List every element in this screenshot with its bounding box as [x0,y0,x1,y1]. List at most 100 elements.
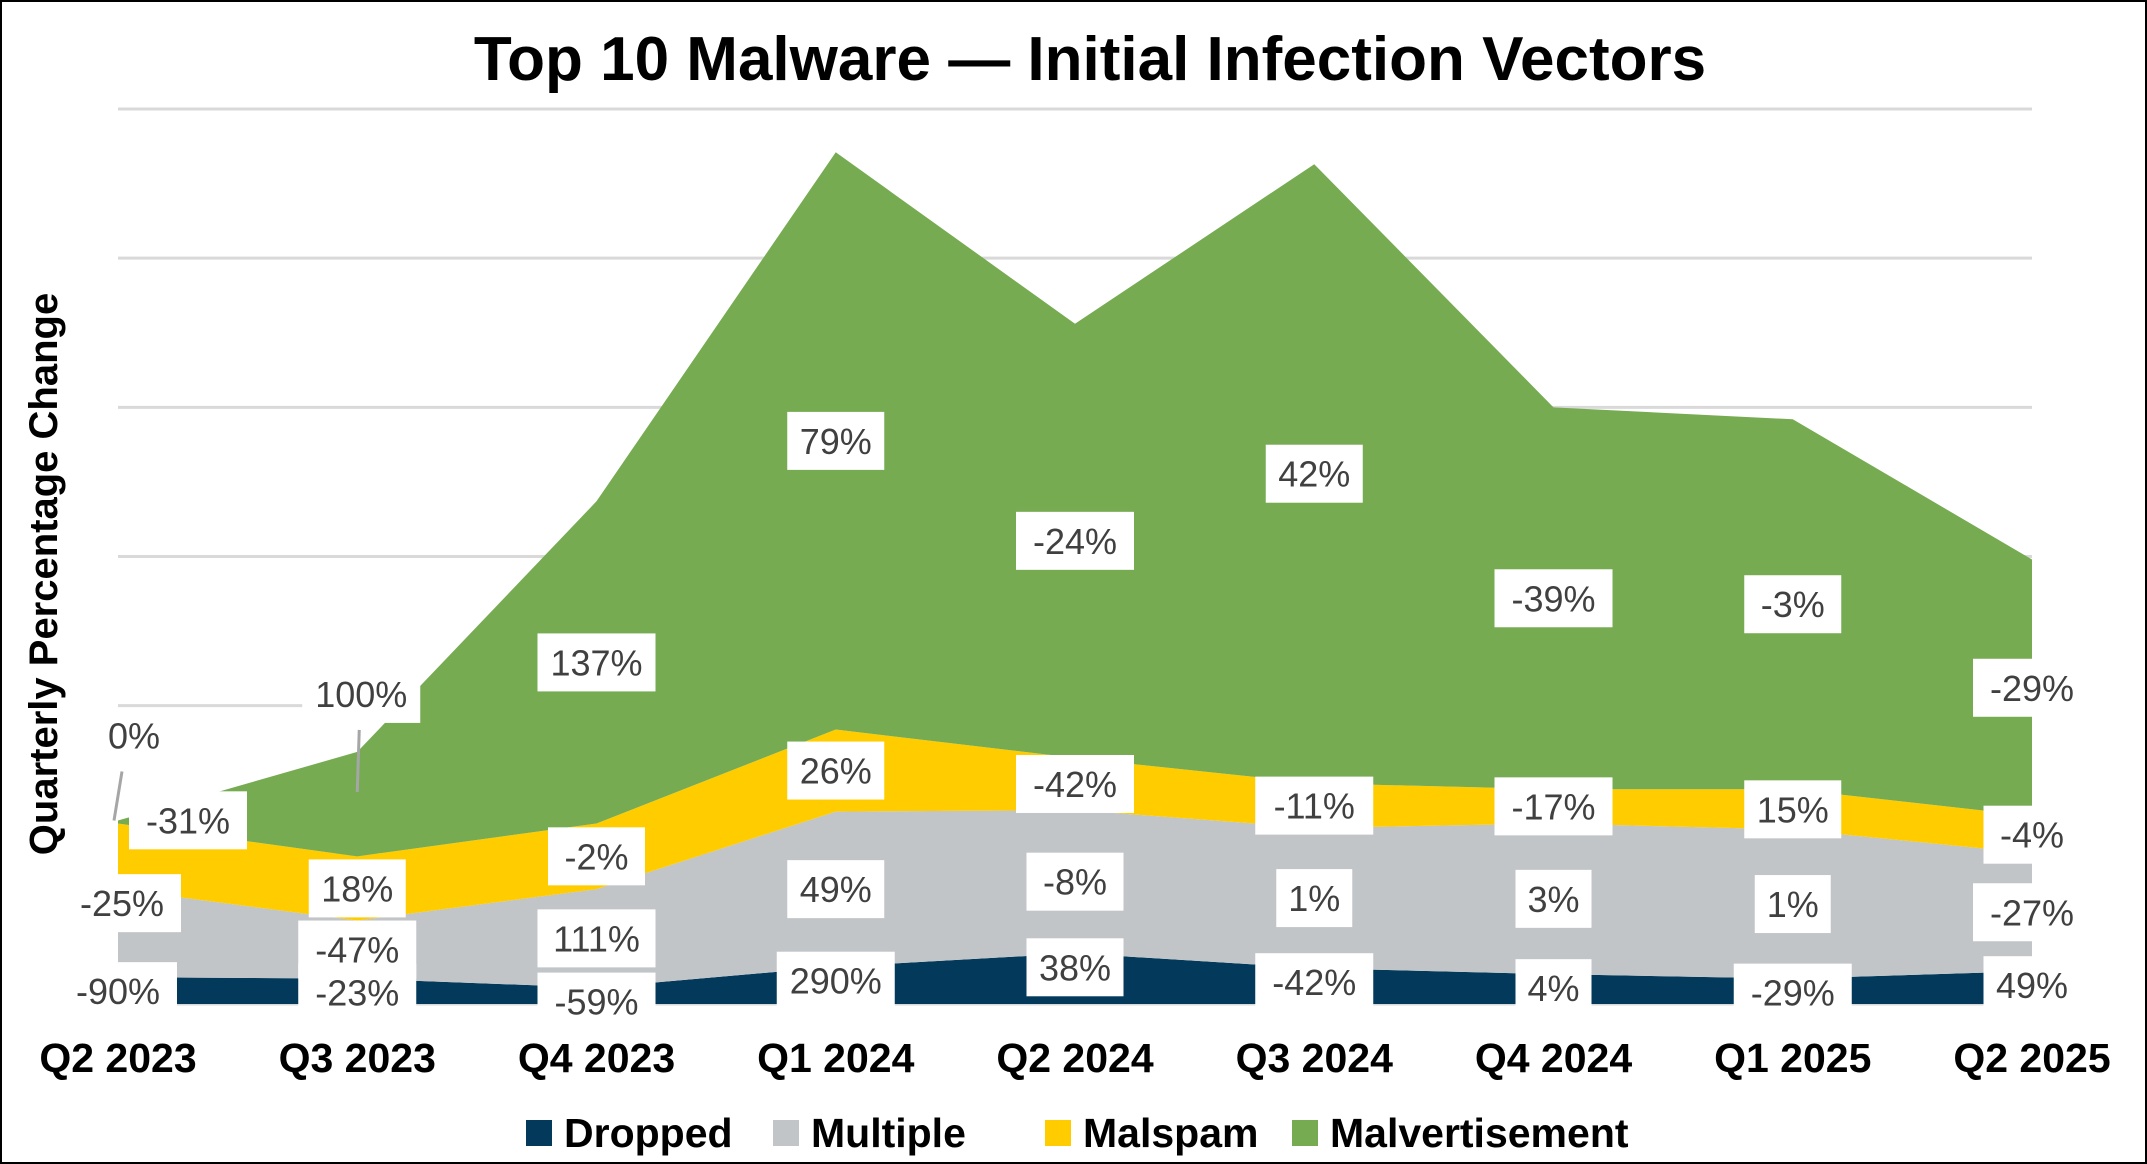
x-tick-label: Q4 2023 [518,1035,675,1081]
x-tick-label: Q2 2025 [1953,1035,2110,1081]
data-label: 79% [787,411,885,470]
data-label: 1% [1276,869,1353,928]
data-label-box [129,791,247,850]
legend-swatch [526,1120,552,1146]
data-label-box [776,951,895,1010]
x-axis-tick-labels: Q2 2023 Q3 2023 Q4 2023 Q1 2024 Q2 2024 Q3 20… [39,1035,2110,1081]
leader-line [112,771,124,821]
data-label-text: 49% [800,869,872,910]
x-tick-label: Q2 2024 [996,1035,1153,1081]
data-label-box [302,664,421,723]
data-label: -31% [129,791,247,850]
chart-title: Top 10 Malware — Initial Infection Vecto… [474,25,1706,94]
data-label: 15% [1744,780,1842,839]
data-label-text: 3% [1527,879,1579,920]
data-label-box [1754,875,1831,934]
legend-item-dropped[interactable]: Dropped [526,1110,733,1156]
data-label-text: -2% [564,836,628,877]
data-label-text: 18% [321,868,393,909]
data-label-box [1016,754,1134,813]
data-labels: -90% -23% -59% 290% 38% -42% 4% -29% 49% -25% -47%… [59,411,2091,1031]
data-label-text: 100% [315,674,407,715]
legend-item-malspam[interactable]: Malspam [1045,1110,1258,1156]
data-label: -2% [548,827,645,886]
data-label-text: -23% [315,973,399,1014]
data-label: 38% [1026,938,1124,997]
y-axis-label: Quarterly Percentage Change [22,293,66,855]
data-label: 111% [537,909,656,968]
data-label-text: -42% [1272,962,1356,1003]
legend-item-malvertisement[interactable]: Malvertisement [1292,1110,1629,1156]
data-label-text: -47% [315,930,399,971]
data-label-text: -90% [76,971,160,1012]
data-label-box [787,860,885,919]
data-label-text: 26% [800,751,872,792]
x-tick-label: Q3 2024 [1236,1035,1393,1081]
data-label-box [1515,869,1592,928]
legend-swatch [1045,1120,1071,1146]
data-label: 0% [108,716,160,757]
data-label-box [1016,511,1134,570]
legend-label: Dropped [564,1110,733,1156]
data-label-box [1276,869,1353,928]
data-label: -8% [1026,852,1124,911]
data-label-box [537,972,656,1031]
legend-swatch [773,1120,799,1146]
legend-label: Multiple [811,1110,966,1156]
legend: Dropped Multiple Malspam Malvertisement [526,1110,1629,1156]
data-label-box [1973,883,2091,942]
data-label-text: -59% [554,982,638,1023]
data-label: -3% [1744,575,1842,634]
data-label-text: 1% [1767,884,1819,925]
legend-item-multiple[interactable]: Multiple [773,1110,966,1156]
data-label: -23% [298,963,417,1022]
data-label-text: -31% [146,800,230,841]
legend-swatch [1292,1120,1318,1146]
data-label-text: 79% [800,421,872,462]
data-label: 18% [308,859,406,918]
data-label-box [308,859,406,918]
data-label-text: 4% [1527,968,1579,1009]
data-label: -24% [1016,511,1134,570]
data-label-text: -25% [80,883,164,924]
x-tick-label: Q2 2023 [39,1035,196,1081]
data-label: -47% [298,920,417,979]
data-label: 26% [787,741,885,800]
data-label-text: 1% [1288,878,1340,919]
data-label-box [787,411,885,470]
x-tick-label: Q1 2025 [1714,1035,1871,1081]
data-label-text: -29% [1990,668,2074,709]
leader-lines [112,729,361,821]
data-label-box [537,909,656,968]
data-label-box [63,874,181,933]
data-label-text: -11% [1274,786,1355,827]
data-label: 137% [537,633,656,692]
data-label-text: 111% [553,918,640,959]
data-label-box [548,827,645,886]
data-label-text: 0% [108,716,160,757]
data-label: -4% [1983,805,2081,864]
data-label: -42% [1016,754,1134,813]
data-label-box [1733,963,1852,1022]
data-label: 3% [1515,869,1592,928]
data-label-text: -27% [1990,892,2074,933]
x-tick-label: Q4 2024 [1475,1035,1632,1081]
data-label-box [298,920,417,979]
data-label-text: 137% [550,642,642,683]
data-label-box [1515,959,1592,1018]
data-label: 42% [1265,444,1363,503]
data-label: -25% [63,874,181,933]
data-label-text: -24% [1033,521,1117,562]
data-label-box [1255,776,1374,835]
leader-line [355,729,361,792]
data-label-box [1983,956,2081,1015]
data-label-text: -42% [1033,764,1117,805]
data-label-text: -17% [1511,786,1595,827]
data-label: -29% [1973,658,2091,717]
data-label: 290% [776,951,895,1010]
data-label: 49% [1983,956,2081,1015]
data-label-text: -39% [1511,578,1595,619]
data-label-text: 290% [790,961,882,1002]
